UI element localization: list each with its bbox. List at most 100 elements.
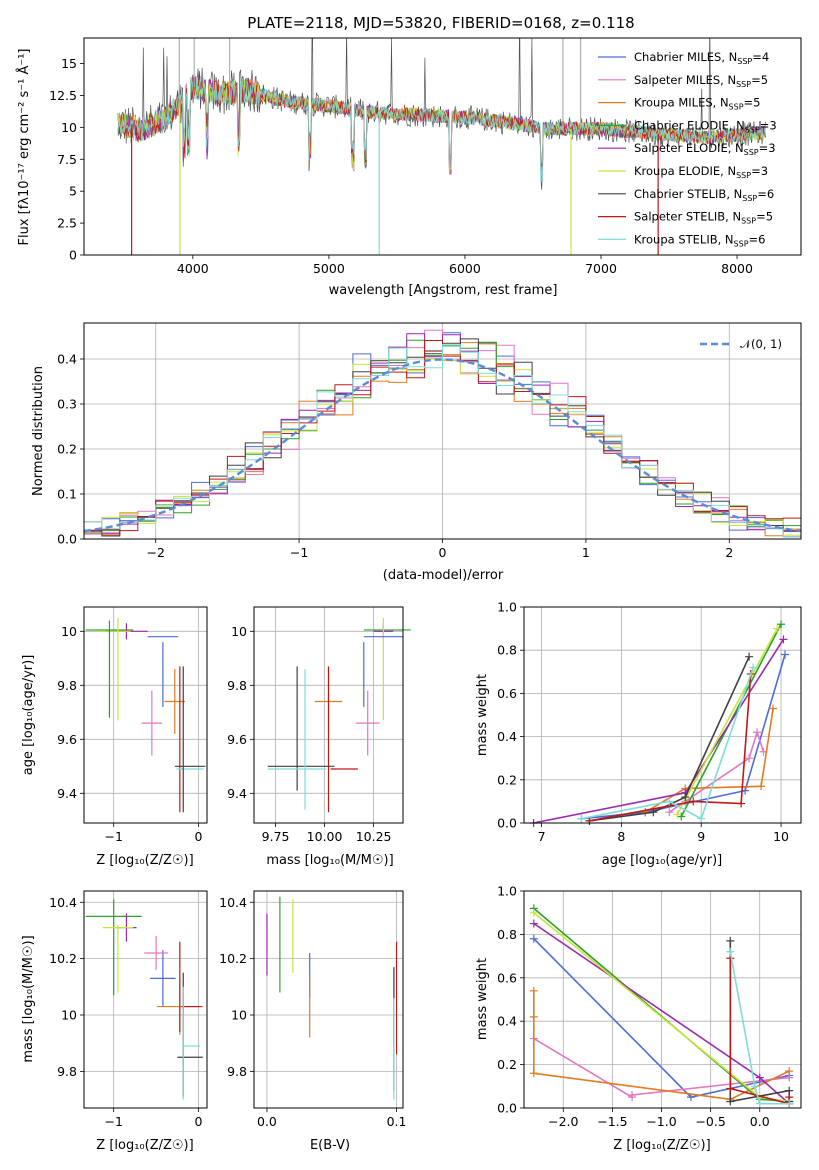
x-tick-label: −2.0 bbox=[548, 1114, 578, 1129]
y-tick-label: 9.8 bbox=[227, 678, 247, 693]
y-tick-label: 9.8 bbox=[227, 1064, 247, 1079]
y-tick-label: 9.6 bbox=[227, 732, 247, 747]
mass-weight-marker bbox=[750, 1082, 759, 1091]
mass-weight-marker bbox=[749, 663, 758, 672]
x-tick-label: −1 bbox=[104, 829, 122, 844]
gaussian-curve bbox=[83, 358, 802, 533]
x-tick-label: −1.0 bbox=[646, 1114, 676, 1129]
mass-weight-line bbox=[644, 708, 774, 813]
mass-weight-marker bbox=[529, 1012, 538, 1021]
y-tick-label: 1.0 bbox=[497, 884, 517, 899]
panels: 4000 5000 6000 7000 800002.557.51012.515wave… bbox=[16, 37, 802, 1153]
x-tick-label: 6000 bbox=[449, 261, 481, 276]
y-tick-label: 0.4 bbox=[497, 1014, 517, 1029]
legend-label-main: Salpeter STELIB, N bbox=[634, 210, 741, 224]
age-vs-mass-panel: 9.75 10.00 10.25 9.4 9.6 9.8 10 mass [log₁₀(M/M… bbox=[227, 606, 411, 868]
mass-weight-vs-age-panel: 7 8 9 10 0.0 0.2 0.4 0.6 0.8 1.0 age [log₁₀(age/yr… bbox=[475, 600, 802, 868]
y-tick-label: 7.5 bbox=[57, 152, 77, 167]
x-tick-label: 9.75 bbox=[262, 829, 290, 844]
legend-label-tail: =5 bbox=[744, 96, 761, 110]
mass-weight-marker bbox=[529, 986, 538, 995]
legend-label-main: Chabrier STELIB, N bbox=[634, 187, 742, 201]
residual-histogram bbox=[84, 344, 801, 538]
legend-label-tail: =3 bbox=[760, 118, 777, 132]
y-tick-label: 12.5 bbox=[49, 88, 77, 103]
y-axis-label: Normed distribution bbox=[31, 366, 46, 496]
y-tick-label: 0.1 bbox=[57, 487, 77, 502]
legend-label-sub: SSP bbox=[741, 217, 756, 226]
y-tick-label: 15 bbox=[61, 56, 77, 71]
mass-weight-marker bbox=[726, 1097, 735, 1106]
x-tick-label: 0.0 bbox=[750, 1114, 770, 1129]
legend-label: Kroupa ELODIE, NSSP=3 bbox=[634, 164, 768, 180]
y-tick-label: 9.8 bbox=[57, 678, 77, 693]
legend-label-tail: =5 bbox=[751, 73, 768, 87]
mass-weight-marker bbox=[628, 1090, 637, 1099]
y-axis-label: mass weight bbox=[475, 674, 490, 756]
gaussian-legend-label: 𝒩(0, 1) bbox=[740, 337, 782, 351]
x-tick-label: 8 bbox=[617, 829, 625, 844]
x-tick-label: 9 bbox=[697, 829, 705, 844]
mass-weight-marker bbox=[769, 704, 778, 713]
mass-weight-marker bbox=[777, 620, 786, 629]
y-tick-label: 10.2 bbox=[49, 951, 77, 966]
mass-weight-marker bbox=[781, 650, 790, 659]
x-tick-label: 4000 bbox=[177, 261, 209, 276]
mass-weight-line bbox=[589, 673, 752, 822]
y-tick-label: 0.4 bbox=[497, 729, 517, 744]
mass-weight-marker bbox=[785, 1067, 794, 1076]
x-tick-label: 0 bbox=[439, 545, 447, 560]
x-axis-label: Z [log₁₀(Z/Z☉)] bbox=[96, 1138, 193, 1153]
x-axis-label: (data-model)/error bbox=[383, 568, 504, 583]
legend-label-sub: SSP bbox=[742, 194, 757, 203]
x-tick-label: 0.1 bbox=[387, 1114, 407, 1129]
mass-weight-marker bbox=[689, 797, 698, 806]
y-tick-label: 0.4 bbox=[57, 352, 77, 367]
x-tick-label: 8000 bbox=[721, 261, 753, 276]
legend-label-main: Kroupa ELODIE, N bbox=[634, 164, 736, 178]
y-axis-label: age [log₁₀(age/yr)] bbox=[21, 655, 36, 776]
residual-histogram bbox=[84, 333, 801, 535]
x-axis-label: mass [log₁₀(M/M☉)] bbox=[266, 853, 393, 868]
y-tick-label: 0.8 bbox=[497, 643, 517, 658]
y-tick-label: 0.8 bbox=[497, 927, 517, 942]
mass-weight-marker bbox=[726, 947, 735, 956]
x-tick-label: 10.25 bbox=[356, 829, 392, 844]
y-tick-label: 0.0 bbox=[497, 1101, 517, 1116]
y-axis-label: Flux [fλ10⁻¹⁷ erg cm⁻² s⁻¹ Å⁻¹] bbox=[16, 49, 32, 246]
y-tick-label: 0.3 bbox=[57, 397, 77, 412]
figure-title: PLATE=2118, MJD=53820, FIBERID=0168, z=0… bbox=[247, 14, 634, 32]
mass-weight-marker bbox=[785, 1099, 794, 1108]
mass-weight-line bbox=[581, 667, 754, 820]
mass-weight-marker bbox=[757, 782, 766, 791]
y-tick-label: 10.4 bbox=[49, 895, 77, 910]
y-tick-label: 1.0 bbox=[497, 600, 517, 615]
legend-label-main: Salpeter MILES, N bbox=[634, 73, 736, 87]
spectrum-trace bbox=[117, 76, 766, 183]
plot-frame bbox=[83, 606, 208, 824]
mass-vs-EBV-panel: 0.0 0.1 9.8 10 10.2 10.4 E(B-V) bbox=[219, 890, 407, 1153]
y-tick-label: 10.2 bbox=[219, 951, 247, 966]
y-tick-label: 0 bbox=[69, 248, 77, 263]
mass-weight-marker bbox=[529, 919, 538, 928]
y-tick-label: 0.6 bbox=[497, 686, 517, 701]
legend-label-sub: SSP bbox=[745, 125, 760, 134]
legend-label-tail: =3 bbox=[751, 164, 768, 178]
legend-label: Chabrier STELIB, NSSP=6 bbox=[634, 187, 774, 203]
y-tick-label: 9.4 bbox=[227, 786, 247, 801]
x-tick-label: 10.00 bbox=[307, 829, 343, 844]
residual-histogram bbox=[84, 357, 801, 536]
x-tick-label: 0 bbox=[195, 829, 203, 844]
x-axis-label: Z [log₁₀(Z/Z☉)] bbox=[96, 853, 193, 868]
legend-label: Kroupa MILES, NSSP=5 bbox=[634, 96, 760, 112]
plot-frame bbox=[253, 890, 404, 1109]
x-axis-label: age [log₁₀(age/yr)] bbox=[602, 853, 723, 868]
y-tick-label: 10 bbox=[61, 120, 77, 135]
x-tick-label: 0.0 bbox=[257, 1114, 277, 1129]
x-tick-label: −0.5 bbox=[695, 1114, 725, 1129]
y-tick-label: 0.2 bbox=[497, 772, 517, 787]
mass-weight-marker bbox=[753, 728, 762, 737]
y-tick-label: 9.6 bbox=[57, 732, 77, 747]
legend-label-tail: =6 bbox=[757, 187, 774, 201]
